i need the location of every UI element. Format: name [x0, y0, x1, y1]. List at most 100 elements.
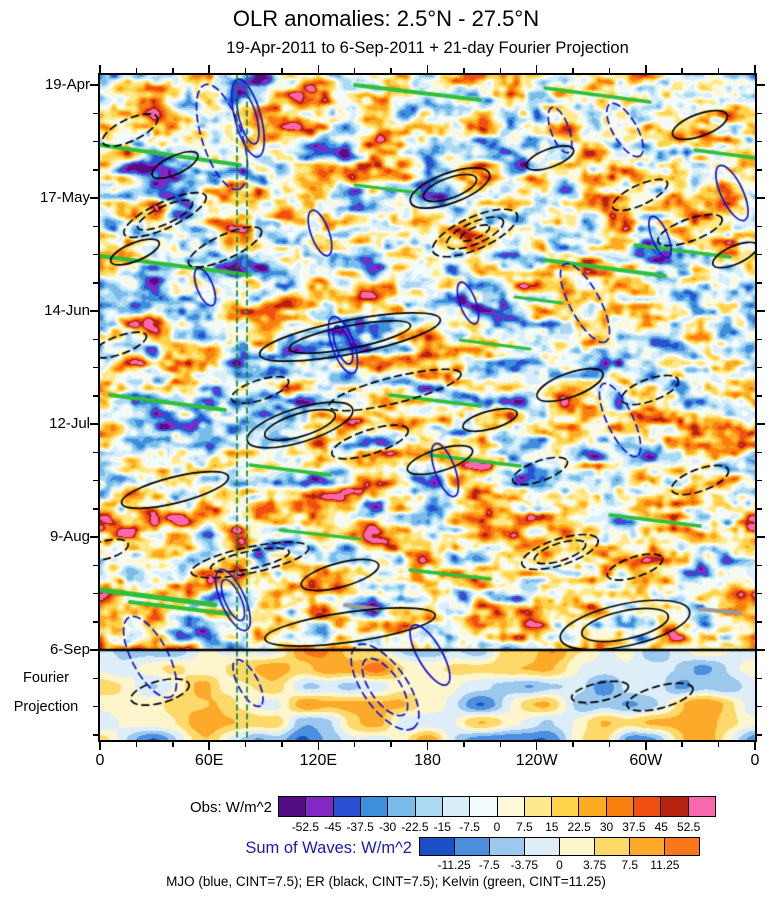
colorbar-segment [360, 797, 389, 816]
axis-tick [99, 65, 101, 73]
axis-tick [317, 65, 320, 73]
colorbar-tick-label: 3.75 [582, 858, 607, 872]
colorbar-segment [634, 797, 662, 816]
colorbar-tick-label: -7.5 [478, 858, 500, 872]
colorbar-tick-label: -15 [433, 820, 451, 834]
colorbar-tick-label: 0 [493, 820, 501, 834]
axis-tick [754, 742, 756, 750]
axis-tick [757, 366, 762, 369]
axis-tick [90, 649, 98, 651]
axis-tick [757, 112, 762, 114]
colorbar-tick-label: -37.5 [346, 820, 374, 834]
y-axis-projection-label: Fourier [23, 670, 69, 687]
axis-tick [608, 742, 611, 747]
axis-tick [90, 84, 98, 86]
axis-tick [426, 742, 429, 750]
axis-tick [135, 742, 138, 747]
axis-tick [757, 734, 762, 736]
colorbar-tick-label: -52.5 [291, 820, 320, 834]
axis-tick [754, 65, 756, 73]
colorbar-segment [525, 838, 560, 855]
colorbar-tick-label: 7.5 [621, 858, 639, 872]
axis-tick [757, 140, 762, 143]
colorbar-segment [630, 838, 665, 855]
colorbar-segment [661, 797, 689, 816]
colorbar-tick-label: 37.5 [622, 820, 646, 834]
axis-tick [172, 742, 174, 747]
axis-tick [681, 742, 683, 747]
x-axis-label: 0 [95, 752, 105, 769]
axis-tick [757, 423, 765, 425]
y-axis-label: 19-Apr [44, 76, 90, 93]
colorbar-tick-label: -22.5 [401, 820, 429, 834]
axis-tick [757, 282, 762, 284]
x-axis-label: 60E [194, 752, 224, 769]
axis-tick [281, 742, 283, 747]
axis-tick [90, 536, 98, 538]
colorbar-segment [524, 797, 553, 816]
waves-colorbar [419, 837, 700, 856]
y-axis-label: 17-May [39, 189, 90, 206]
axis-tick [535, 65, 538, 73]
axis-tick [317, 742, 320, 750]
axis-tick [757, 451, 762, 453]
x-axis-label: 60W [629, 752, 663, 769]
axis-tick [757, 621, 762, 623]
axis-tick [757, 225, 762, 227]
axis-tick [757, 649, 765, 651]
colorbar-tick-label: -45 [324, 820, 342, 834]
axis-tick [90, 423, 98, 425]
colorbar-tick-label: 30 [599, 820, 614, 834]
waves-colorbar-label: Sum of Waves: W/m^2 [245, 839, 412, 857]
axis-tick [757, 338, 762, 340]
y-axis-projection-label: Projection [13, 698, 79, 715]
axis-tick [757, 592, 762, 595]
axis-tick [717, 742, 720, 747]
axis-tick [757, 197, 765, 199]
y-axis-label: 12-Jul [49, 415, 90, 432]
axis-tick [757, 564, 762, 566]
colorbar-segment [688, 797, 715, 816]
axis-tick [208, 742, 210, 750]
x-axis-label: 0 [750, 752, 760, 769]
axis-tick [90, 310, 98, 312]
axis-tick [757, 84, 765, 86]
axis-tick [499, 742, 502, 747]
plot-area [98, 73, 757, 742]
colorbar-segment [415, 797, 443, 816]
axis-tick [757, 677, 762, 679]
axis-tick [757, 705, 762, 708]
x-axis-label: 180 [414, 752, 441, 769]
axis-tick [757, 508, 762, 510]
colorbar-tick-label: 0 [556, 858, 563, 872]
colorbar-tick-label: 15 [545, 820, 559, 834]
colorbar-segment [595, 838, 630, 855]
colorbar-tick-label: 22.5 [567, 820, 591, 834]
axis-tick [244, 742, 247, 747]
axis-tick [757, 536, 765, 538]
colorbar-tick-label: 7.5 [516, 820, 533, 834]
axis-tick [535, 742, 538, 750]
axis-tick [463, 742, 465, 747]
axis-tick [645, 742, 647, 750]
colorbar-segment [497, 797, 525, 816]
colorbar-segment [552, 797, 580, 816]
axis-tick [90, 197, 98, 199]
colorbar-segment [455, 838, 490, 855]
axis-tick [645, 65, 647, 73]
colorbar-tick-label: 45 [654, 820, 668, 834]
hovmoller-field-canvas [100, 75, 755, 740]
axis-tick [757, 310, 765, 312]
chart-subtitle: 19-Apr-2011 to 6-Sep-2011 + 21-day Fouri… [226, 39, 629, 57]
y-axis-label: 6-Sep [49, 641, 90, 658]
axis-tick [208, 65, 210, 73]
axis-tick [353, 742, 356, 747]
colorbar-segment [442, 797, 471, 816]
colorbar-tick-label: -11.25 [437, 858, 471, 872]
colorbar-segment [279, 797, 307, 816]
colorbar-tick-label: -7.5 [459, 820, 480, 834]
axis-tick [757, 395, 762, 397]
axis-tick [757, 479, 762, 482]
colorbar-segment [606, 797, 635, 816]
colorbar-segment [665, 838, 699, 855]
